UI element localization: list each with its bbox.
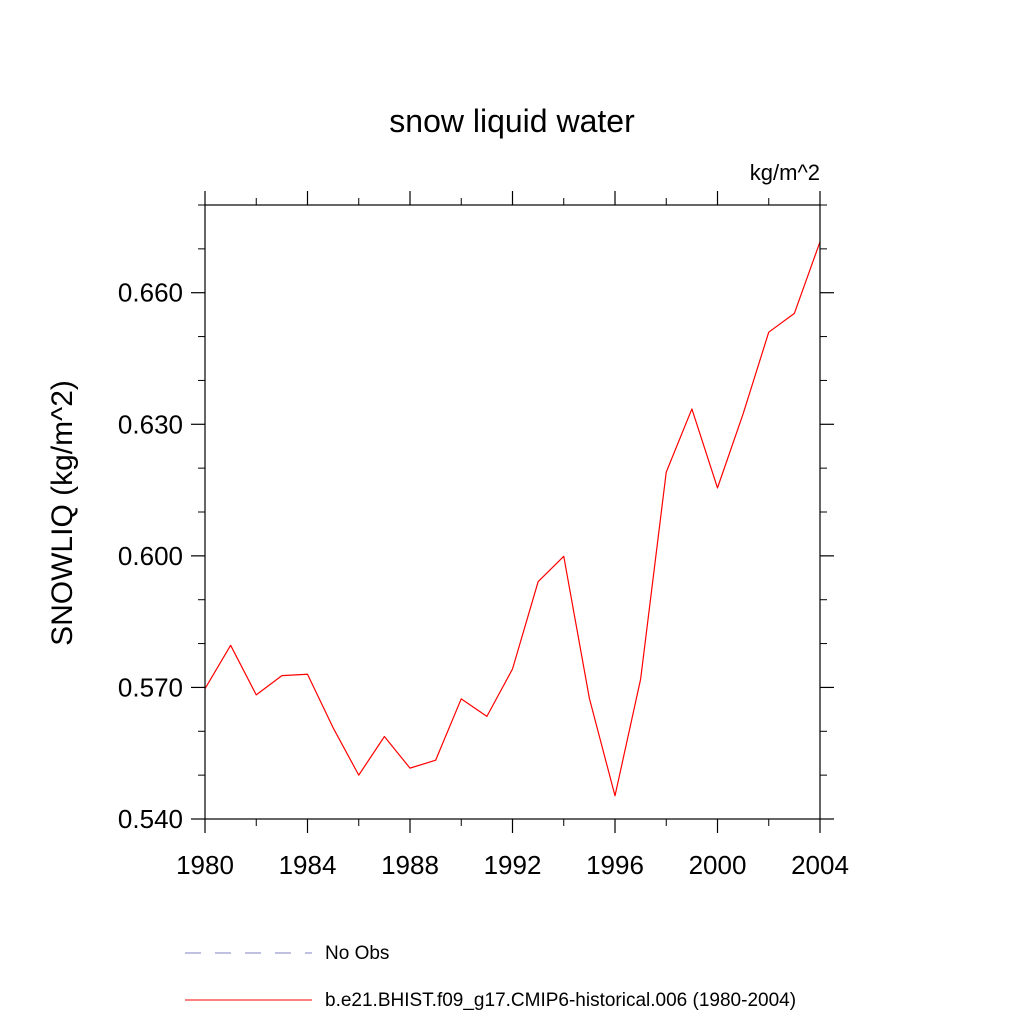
x-tick-label: 1996 [586, 850, 644, 880]
x-tick-label: 1980 [176, 850, 234, 880]
x-tick-label: 2000 [689, 850, 747, 880]
y-tick-label: 0.570 [118, 672, 183, 702]
legend-label-no-obs: No Obs [325, 943, 389, 964]
legend: No Obs b.e21.BHIST.f09_g17.CMIP6-histori… [185, 943, 796, 1011]
x-tick-label: 1984 [279, 850, 337, 880]
series-line [204, 241, 821, 797]
y-tick-label: 0.630 [118, 409, 183, 439]
y-tick-label: 0.660 [118, 278, 183, 308]
plot-frame [204, 204, 821, 820]
series-layer [204, 241, 821, 797]
y-tick-label: 0.600 [118, 541, 183, 571]
y-tick-labels: 0.540 0.570 0.600 0.630 0.660 [118, 278, 183, 834]
x-tick-label: 2004 [791, 850, 849, 880]
units-label: kg/m^2 [750, 160, 820, 185]
y-axis-label: SNOWLIQ (kg/m^2) [46, 380, 79, 646]
chart-title: snow liquid water [389, 103, 635, 139]
x-tick-label: 1992 [484, 850, 542, 880]
x-tick-label: 1988 [381, 850, 439, 880]
axis-ticks [191, 191, 834, 833]
x-tick-labels: 1980 1984 1988 1992 1996 2000 2004 [176, 850, 849, 880]
y-tick-label: 0.540 [118, 804, 183, 834]
legend-label-model: b.e21.BHIST.f09_g17.CMIP6-historical.006… [325, 990, 796, 1011]
